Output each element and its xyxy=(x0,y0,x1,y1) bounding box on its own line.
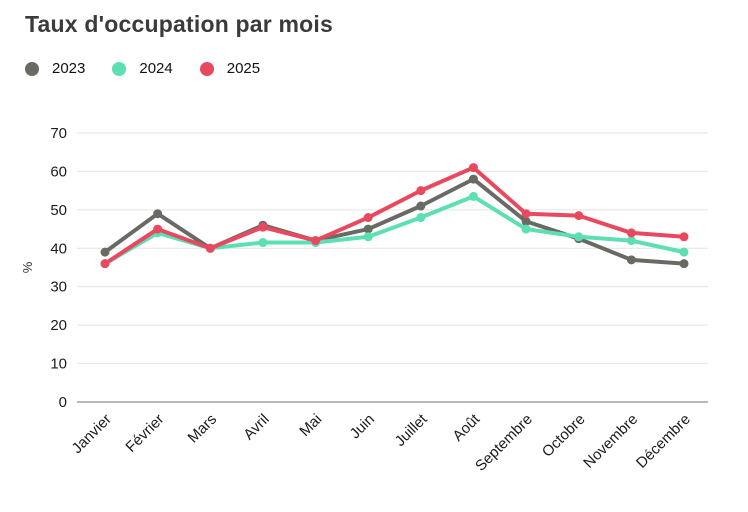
data-point-2025-Novembre xyxy=(626,228,636,238)
x-tick-label: Février xyxy=(122,411,167,456)
data-point-2023-Juin xyxy=(363,224,373,234)
x-tick-label: Mars xyxy=(185,411,221,447)
data-point-2023-Février xyxy=(153,209,163,219)
series-line-2025 xyxy=(103,165,686,266)
data-point-2025-Mai xyxy=(311,236,321,246)
legend-label-2025: 2025 xyxy=(226,60,261,77)
legend-swatch-2023-icon xyxy=(25,61,39,76)
legend-item-2025: 2025 xyxy=(199,60,261,77)
data-point-2025-Juin xyxy=(363,213,373,223)
legend-item-2023: 2023 xyxy=(25,61,85,76)
data-point-2024-Août xyxy=(468,191,478,201)
data-point-2025-Juillet xyxy=(416,186,426,196)
data-point-2024-Décembre xyxy=(679,247,689,257)
y-tick-label: 20 xyxy=(50,317,67,334)
data-point-2024-Juin xyxy=(363,232,373,242)
data-point-2025-Février xyxy=(153,224,163,234)
y-tick-label: 60 xyxy=(50,163,67,180)
y-tick-label: 70 xyxy=(50,125,67,142)
chart-title: Taux d'occupation par mois xyxy=(25,11,334,37)
data-point-2025-Mars xyxy=(205,243,215,253)
series-line-2023 xyxy=(103,177,686,266)
x-tick-label: Octobre xyxy=(539,411,589,461)
legend-label-2023: 2023 xyxy=(52,60,86,77)
y-tick-label: 0 xyxy=(59,394,67,411)
data-point-2023-Décembre xyxy=(679,259,689,269)
data-point-2025-Janvier xyxy=(100,259,110,269)
chart-legend: 2023 2024 2025 xyxy=(25,61,260,76)
data-point-2024-Septembre xyxy=(521,224,531,234)
data-point-2025-Décembre xyxy=(679,232,689,242)
x-tick-label: Décembre xyxy=(633,411,694,472)
x-tick-label: Août xyxy=(449,410,483,444)
x-tick-label: Septembre xyxy=(472,411,536,475)
data-point-2023-Novembre xyxy=(626,255,636,265)
legend-item-2024: 2024 xyxy=(112,60,173,77)
y-tick-label: 40 xyxy=(50,240,67,257)
series-line-2024 xyxy=(103,194,686,266)
x-tick-label: Avril xyxy=(240,411,272,443)
data-point-2023-Janvier xyxy=(100,247,110,257)
x-tick-label: Juin xyxy=(347,411,378,442)
data-point-2024-Octobre xyxy=(574,232,584,242)
data-point-2025-Avril xyxy=(258,222,268,232)
data-point-2023-Juillet xyxy=(416,201,426,211)
data-point-2024-Juillet xyxy=(416,213,426,223)
data-point-2024-Avril xyxy=(258,238,268,248)
x-tick-label: Mai xyxy=(296,411,325,440)
y-axis-title: % xyxy=(20,261,35,273)
x-tick-label: Novembre xyxy=(580,411,641,472)
legend-swatch-2025-icon xyxy=(199,61,214,76)
x-tick-label: Janvier xyxy=(69,411,115,457)
x-tick-label: Juillet xyxy=(392,410,432,450)
data-point-2024-Novembre xyxy=(626,236,636,246)
legend-label-2024: 2024 xyxy=(139,60,173,77)
y-tick-label: 30 xyxy=(50,279,67,296)
legend-swatch-2024-icon xyxy=(112,61,127,76)
data-point-2025-Septembre xyxy=(521,209,531,219)
line-chart: 0 10 20 30 40 50 60 70 Janvier Février Mars Avril Ma… xyxy=(20,125,708,475)
data-point-2025-Août xyxy=(468,163,478,173)
data-point-2023-Août xyxy=(468,174,478,184)
data-point-2025-Octobre xyxy=(574,211,584,221)
y-tick-label: 50 xyxy=(50,202,67,219)
data-point-2023-Septembre xyxy=(521,216,531,226)
y-tick-label: 10 xyxy=(50,356,67,373)
